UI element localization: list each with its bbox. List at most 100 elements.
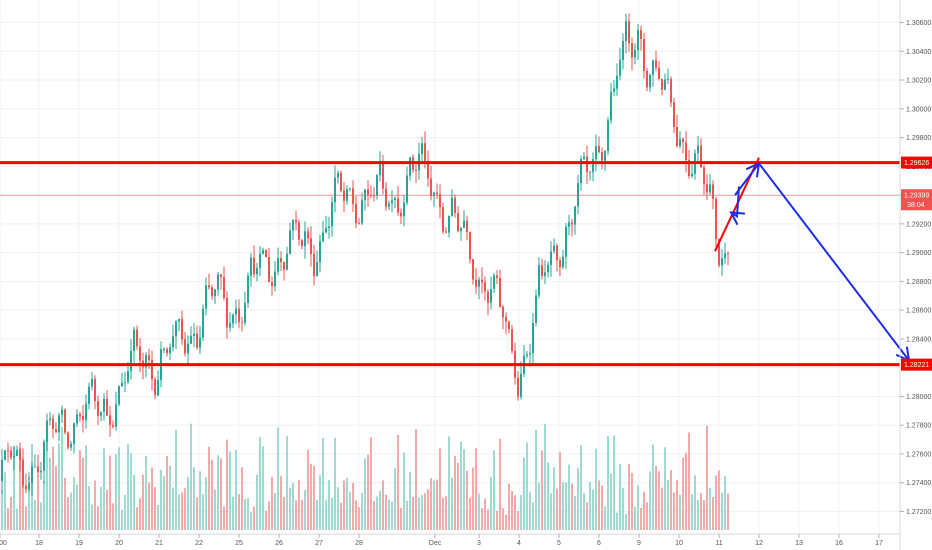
candle: [7, 442, 9, 463]
volume-bar: [517, 511, 519, 530]
volume-bar: [328, 479, 330, 530]
candle: [97, 395, 99, 426]
candle: [268, 248, 270, 283]
candle: [94, 375, 96, 410]
candle: [25, 473, 27, 494]
candle: [676, 114, 678, 148]
candle: [244, 291, 246, 326]
volume-bar: [139, 498, 141, 530]
volume-bar: [526, 442, 528, 530]
volume-bar: [298, 479, 300, 530]
volume-bar: [355, 500, 357, 530]
x-tick-label: Dec: [429, 540, 442, 547]
candle: [334, 165, 336, 213]
candle: [679, 131, 681, 149]
x-tick-label: 9: [637, 540, 641, 547]
candle: [178, 318, 180, 332]
candle: [202, 304, 204, 342]
candle: [634, 43, 636, 65]
candle: [421, 136, 423, 163]
candle-body: [130, 350, 132, 371]
candle-body: [7, 450, 9, 452]
candle-body: [670, 78, 672, 103]
candle-body: [10, 450, 12, 458]
volume-bar: [715, 475, 717, 530]
candle: [112, 420, 114, 429]
candle-body: [100, 411, 102, 416]
candle: [445, 226, 447, 234]
candle: [109, 405, 111, 437]
candle: [235, 299, 237, 324]
candle-body: [358, 223, 360, 225]
candle: [601, 147, 603, 170]
volume-bar: [385, 494, 387, 530]
volume-bar: [718, 470, 720, 530]
candle-body: [616, 75, 618, 89]
candle-body: [22, 460, 24, 486]
candle-body: [391, 200, 393, 204]
candle: [655, 50, 657, 72]
candle: [280, 251, 282, 272]
candle-body: [550, 251, 552, 265]
candle-body: [526, 354, 528, 356]
candle: [487, 289, 489, 316]
candle: [526, 350, 528, 359]
volume-bar: [655, 465, 657, 530]
volume-bar: [223, 506, 225, 530]
candle: [337, 170, 339, 184]
volume-bar: [172, 487, 174, 530]
volume-bar: [610, 473, 612, 530]
price-badge-bg: [901, 156, 932, 169]
volume-bar: [475, 448, 477, 530]
candle: [439, 184, 441, 219]
volume-bar: [319, 475, 321, 530]
candle-body: [547, 264, 549, 273]
volume-bar: [58, 443, 60, 530]
candle-body: [439, 194, 441, 208]
candle-body: [169, 347, 171, 354]
candle-body: [700, 145, 702, 168]
candle: [709, 174, 711, 196]
volume-bar: [271, 476, 273, 530]
candle: [493, 273, 495, 294]
candle-body: [349, 188, 351, 190]
candle-body: [343, 190, 345, 201]
volume-bar: [160, 469, 162, 530]
candle: [172, 324, 174, 352]
candle-body: [478, 279, 480, 287]
candle: [343, 181, 345, 213]
volume-bar: [571, 483, 573, 530]
candle-body: [703, 167, 705, 185]
candle-body: [451, 197, 453, 216]
volume-bar: [184, 488, 186, 530]
volume-bar: [466, 470, 468, 530]
candle: [610, 82, 612, 124]
candle: [577, 174, 579, 215]
volume-bar: [631, 472, 633, 530]
candle: [532, 313, 534, 365]
volume-bar: [1, 490, 3, 530]
candle-body: [637, 30, 639, 51]
candle-body: [220, 274, 222, 277]
candle-body: [133, 329, 135, 351]
candle: [196, 325, 198, 350]
volume-bar: [142, 474, 144, 530]
volume-bar: [583, 493, 585, 530]
candle: [331, 196, 333, 237]
volume-bar: [637, 485, 639, 530]
candle-body: [331, 202, 333, 227]
candle: [76, 409, 78, 428]
volume-bar: [253, 506, 255, 530]
candle-body: [469, 232, 471, 260]
candle: [301, 239, 303, 250]
candle: [622, 33, 624, 70]
candle: [403, 195, 405, 227]
candle-body: [352, 188, 354, 204]
candle: [706, 174, 708, 201]
candle-body: [289, 230, 291, 254]
price-badge-label: 1.28221: [904, 362, 929, 369]
candle-body: [127, 370, 129, 383]
candle-body: [274, 271, 276, 287]
candle-body: [52, 418, 54, 430]
